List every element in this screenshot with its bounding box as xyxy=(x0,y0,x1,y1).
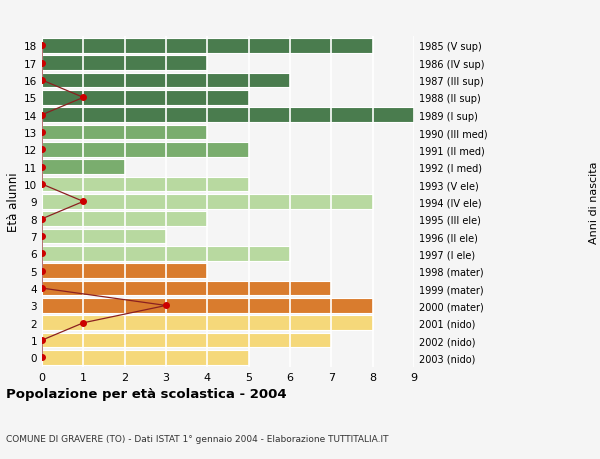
Bar xyxy=(42,91,248,106)
Bar xyxy=(42,56,208,71)
Y-axis label: Età alunni: Età alunni xyxy=(7,172,20,232)
Bar xyxy=(42,350,248,365)
Bar xyxy=(42,212,208,227)
Text: COMUNE DI GRAVERE (TO) - Dati ISTAT 1° gennaio 2004 - Elaborazione TUTTITALIA.IT: COMUNE DI GRAVERE (TO) - Dati ISTAT 1° g… xyxy=(6,434,389,442)
Bar xyxy=(42,298,373,313)
Bar xyxy=(42,264,208,279)
Bar xyxy=(42,333,331,348)
Text: Popolazione per età scolastica - 2004: Popolazione per età scolastica - 2004 xyxy=(6,387,287,400)
Bar xyxy=(42,177,248,192)
Bar xyxy=(42,195,373,209)
Bar xyxy=(42,125,208,140)
Bar xyxy=(42,160,125,175)
Bar xyxy=(42,108,414,123)
Bar xyxy=(42,281,331,296)
Bar xyxy=(42,246,290,261)
Bar xyxy=(42,316,373,330)
Bar xyxy=(42,229,166,244)
Bar xyxy=(42,39,373,54)
Bar xyxy=(42,143,248,157)
Bar xyxy=(42,73,290,88)
Text: Anni di nascita: Anni di nascita xyxy=(589,161,599,243)
